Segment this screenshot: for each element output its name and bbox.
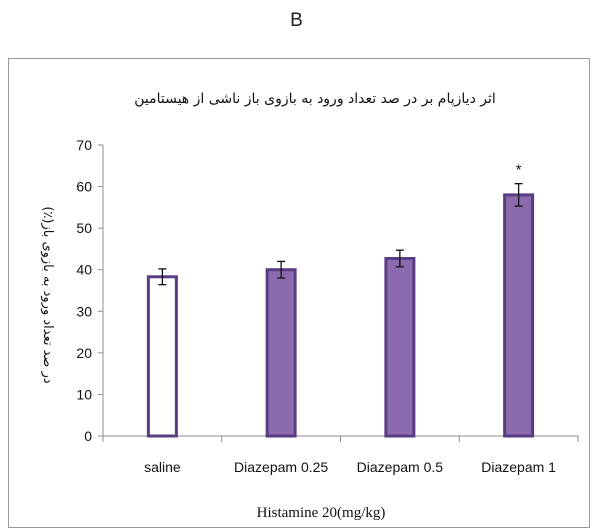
x-tick-label: Diazepam 0.25: [234, 459, 328, 475]
y-axis-title: در صد تعداد ورود به بازوی باز(٪): [40, 206, 55, 384]
y-tick-label: 30: [76, 303, 92, 319]
x-tick-label: Diazepam 0.5: [357, 459, 444, 475]
bar: [146, 275, 178, 438]
y-tick-label: 60: [76, 179, 92, 195]
panel-label: B: [290, 10, 303, 31]
y-tick-label: 20: [76, 345, 92, 361]
significance-marker: *: [516, 162, 522, 179]
x-tick-label: Diazepam 1: [481, 459, 556, 475]
bar: [503, 193, 535, 438]
axes: 0 10 20 30 40 50 60 70 saline Diazepam 0.25 Diazep…: [76, 137, 579, 475]
bars: *: [146, 162, 535, 438]
x-tick-label: saline: [144, 459, 181, 475]
bar: [265, 268, 297, 438]
bar: [384, 256, 416, 438]
chart-frame: [8, 58, 590, 528]
y-tick-label: 40: [76, 262, 92, 278]
chart-title: اثر دیازپام بر در صد تعداد ورود به بازوی…: [134, 91, 496, 107]
x-axis-title: Histamine 20(mg/kg): [257, 505, 386, 521]
y-tick-label: 0: [84, 428, 92, 444]
y-tick-label: 70: [76, 137, 92, 153]
y-tick-label: 10: [76, 386, 92, 402]
y-tick-label: 50: [76, 220, 92, 236]
